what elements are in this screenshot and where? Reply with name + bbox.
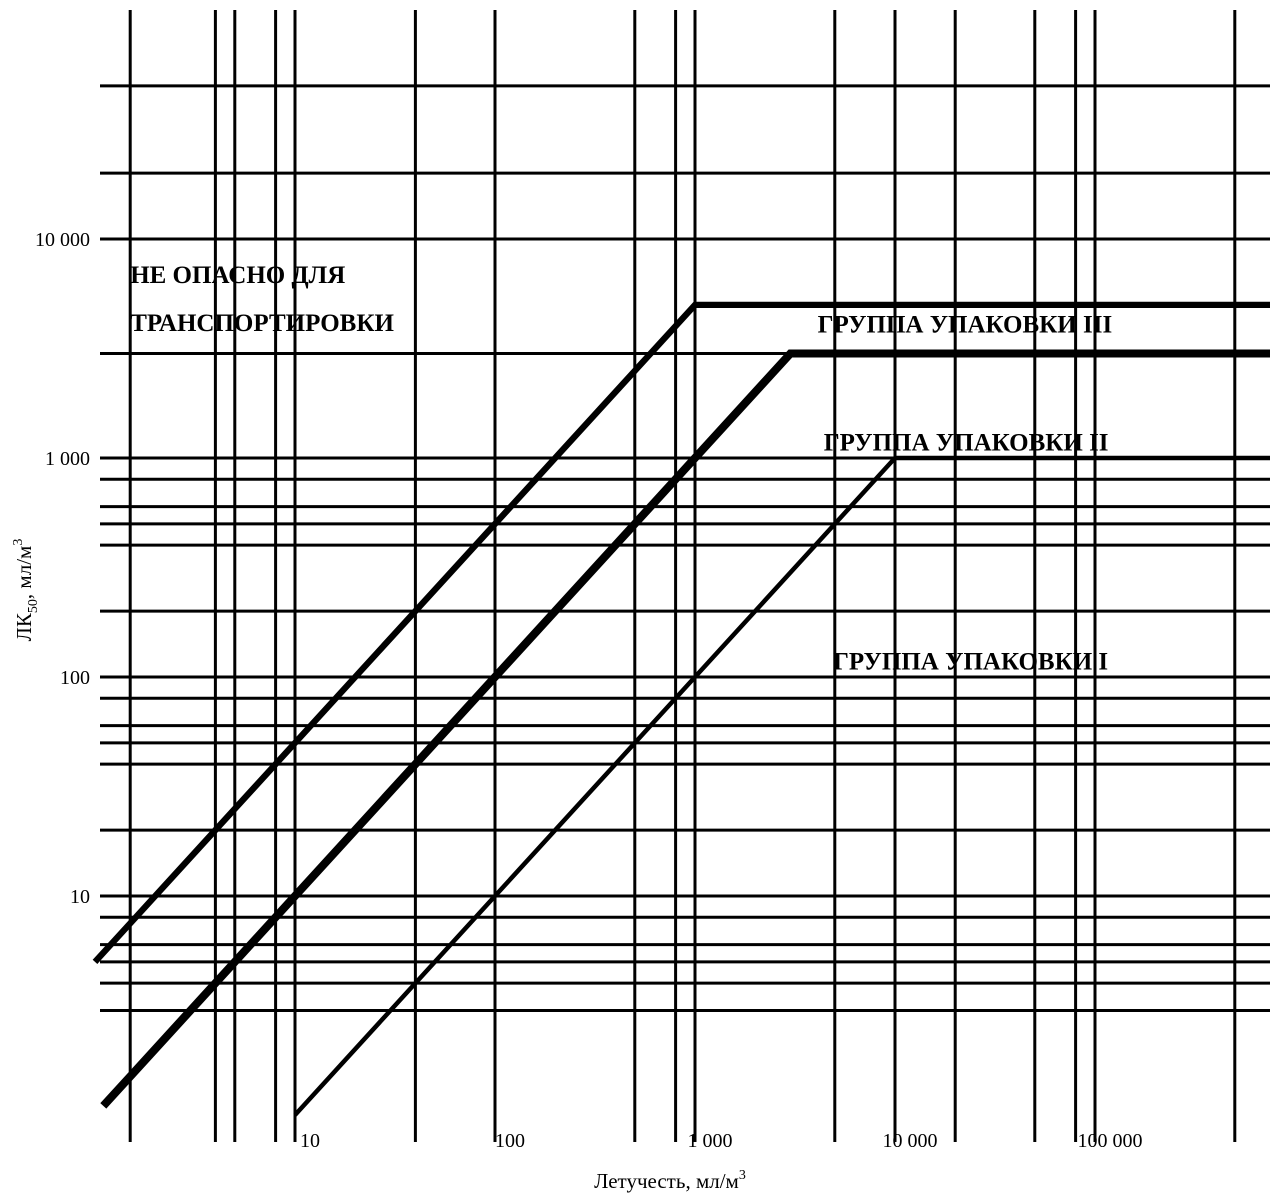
x-tick-label: 100 — [495, 1130, 525, 1152]
y-tick-label: 100 — [60, 667, 90, 689]
y-axis-title: ЛК50, мл/м3 — [11, 539, 41, 642]
x-tick-label: 1 000 — [688, 1130, 733, 1152]
region-label-5: ГРУППА УПАКОВКИ I — [833, 649, 1108, 676]
region-labels: НЕ ОПАСНО ДЛЯ ТРАНСПОРТИРОВКИ ГРУППА УПАКО… — [130, 262, 1112, 676]
vertical-gridlines — [128, 10, 1237, 1142]
y-tick-label: 10 000 — [35, 229, 90, 251]
x-tick-label: 10 — [300, 1130, 320, 1152]
region-label-4: ГРУППА УПАКОВКИ II — [824, 430, 1109, 457]
region-label-1: НЕ ОПАСНО ДЛЯ — [130, 262, 345, 289]
y-tick-labels: 10 100 1 000 10 000 — [35, 229, 90, 908]
x-axis-title: Летучесть, мл/м3 — [594, 1168, 746, 1193]
horizontal-gridlines — [100, 84, 1270, 1012]
y-tick-label: 1 000 — [45, 448, 90, 470]
region-label-3: ГРУППА УПАКОВКИ III — [818, 311, 1113, 338]
x-tick-labels: 10 100 1 000 10 000 100 000 — [300, 1130, 1143, 1152]
y-tick-label: 10 — [70, 886, 90, 908]
region-label-2: ТРАНСПОРТИРОВКИ — [130, 310, 394, 337]
series-line-2 — [100, 349, 1270, 1109]
series-line-1 — [92, 301, 1270, 965]
x-tick-label: 100 000 — [1078, 1130, 1143, 1152]
x-tick-label: 10 000 — [883, 1130, 938, 1152]
series-lines — [92, 301, 1270, 1117]
series-line-3 — [293, 455, 1270, 1117]
